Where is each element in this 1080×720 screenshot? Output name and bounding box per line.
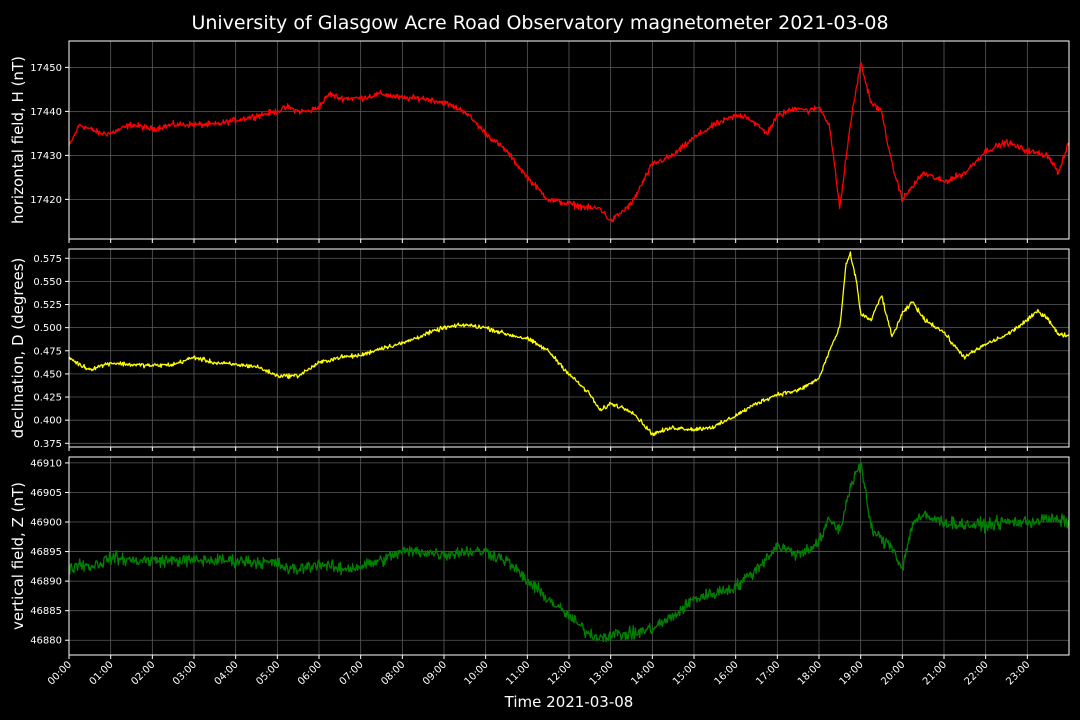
y-tick-label: 46905 — [30, 488, 62, 499]
y-tick-label: 0.525 — [33, 300, 62, 311]
y-axis-title: vertical field, Z (nT) — [9, 482, 27, 630]
y-tick-label: 0.400 — [33, 416, 62, 427]
panel-3: 46880 46885 46890 46895 46900 46905 46910 verti… — [9, 456, 1070, 659]
y-tick-label: 17430 — [30, 151, 62, 162]
y-tick-label: 0.450 — [33, 369, 62, 380]
y-axis-title: declination, D (degrees) — [9, 258, 27, 439]
series-line — [68, 461, 1070, 643]
y-tick-label: 46910 — [30, 458, 62, 469]
chart-title: University of Glasgow Acre Road Observat… — [191, 12, 888, 34]
y-tick-label: 46895 — [30, 547, 62, 558]
y-tick-label: 0.575 — [33, 254, 62, 265]
series-line — [68, 251, 1070, 437]
y-tick-label: 46890 — [30, 577, 62, 588]
x-axis-title: Time 2021-03-08 — [504, 693, 634, 711]
y-tick-label: 0.375 — [33, 439, 62, 450]
y-tick-label: 17450 — [30, 63, 62, 74]
y-tick-label: 46880 — [30, 636, 62, 647]
y-tick-label: 0.550 — [33, 277, 62, 288]
y-tick-label: 0.475 — [33, 346, 62, 357]
panel-frame — [68, 40, 1070, 240]
panel-frame — [68, 248, 1070, 448]
y-tick-label: 17440 — [30, 107, 62, 118]
y-tick-label: 46900 — [30, 518, 62, 529]
y-tick-label: 0.425 — [33, 393, 62, 404]
y-tick-label: 46885 — [30, 606, 62, 617]
series-line — [68, 62, 1070, 223]
y-tick-label: 0.500 — [33, 323, 62, 334]
y-tick-label: 17420 — [30, 195, 62, 206]
panel-frame — [68, 456, 1070, 656]
y-axis-title: horizontal field, H (nT) — [9, 56, 27, 224]
panel-2: 0.375 0.400 0.425 0.450 0.475 0.500 0.525 0.550… — [9, 248, 1070, 451]
